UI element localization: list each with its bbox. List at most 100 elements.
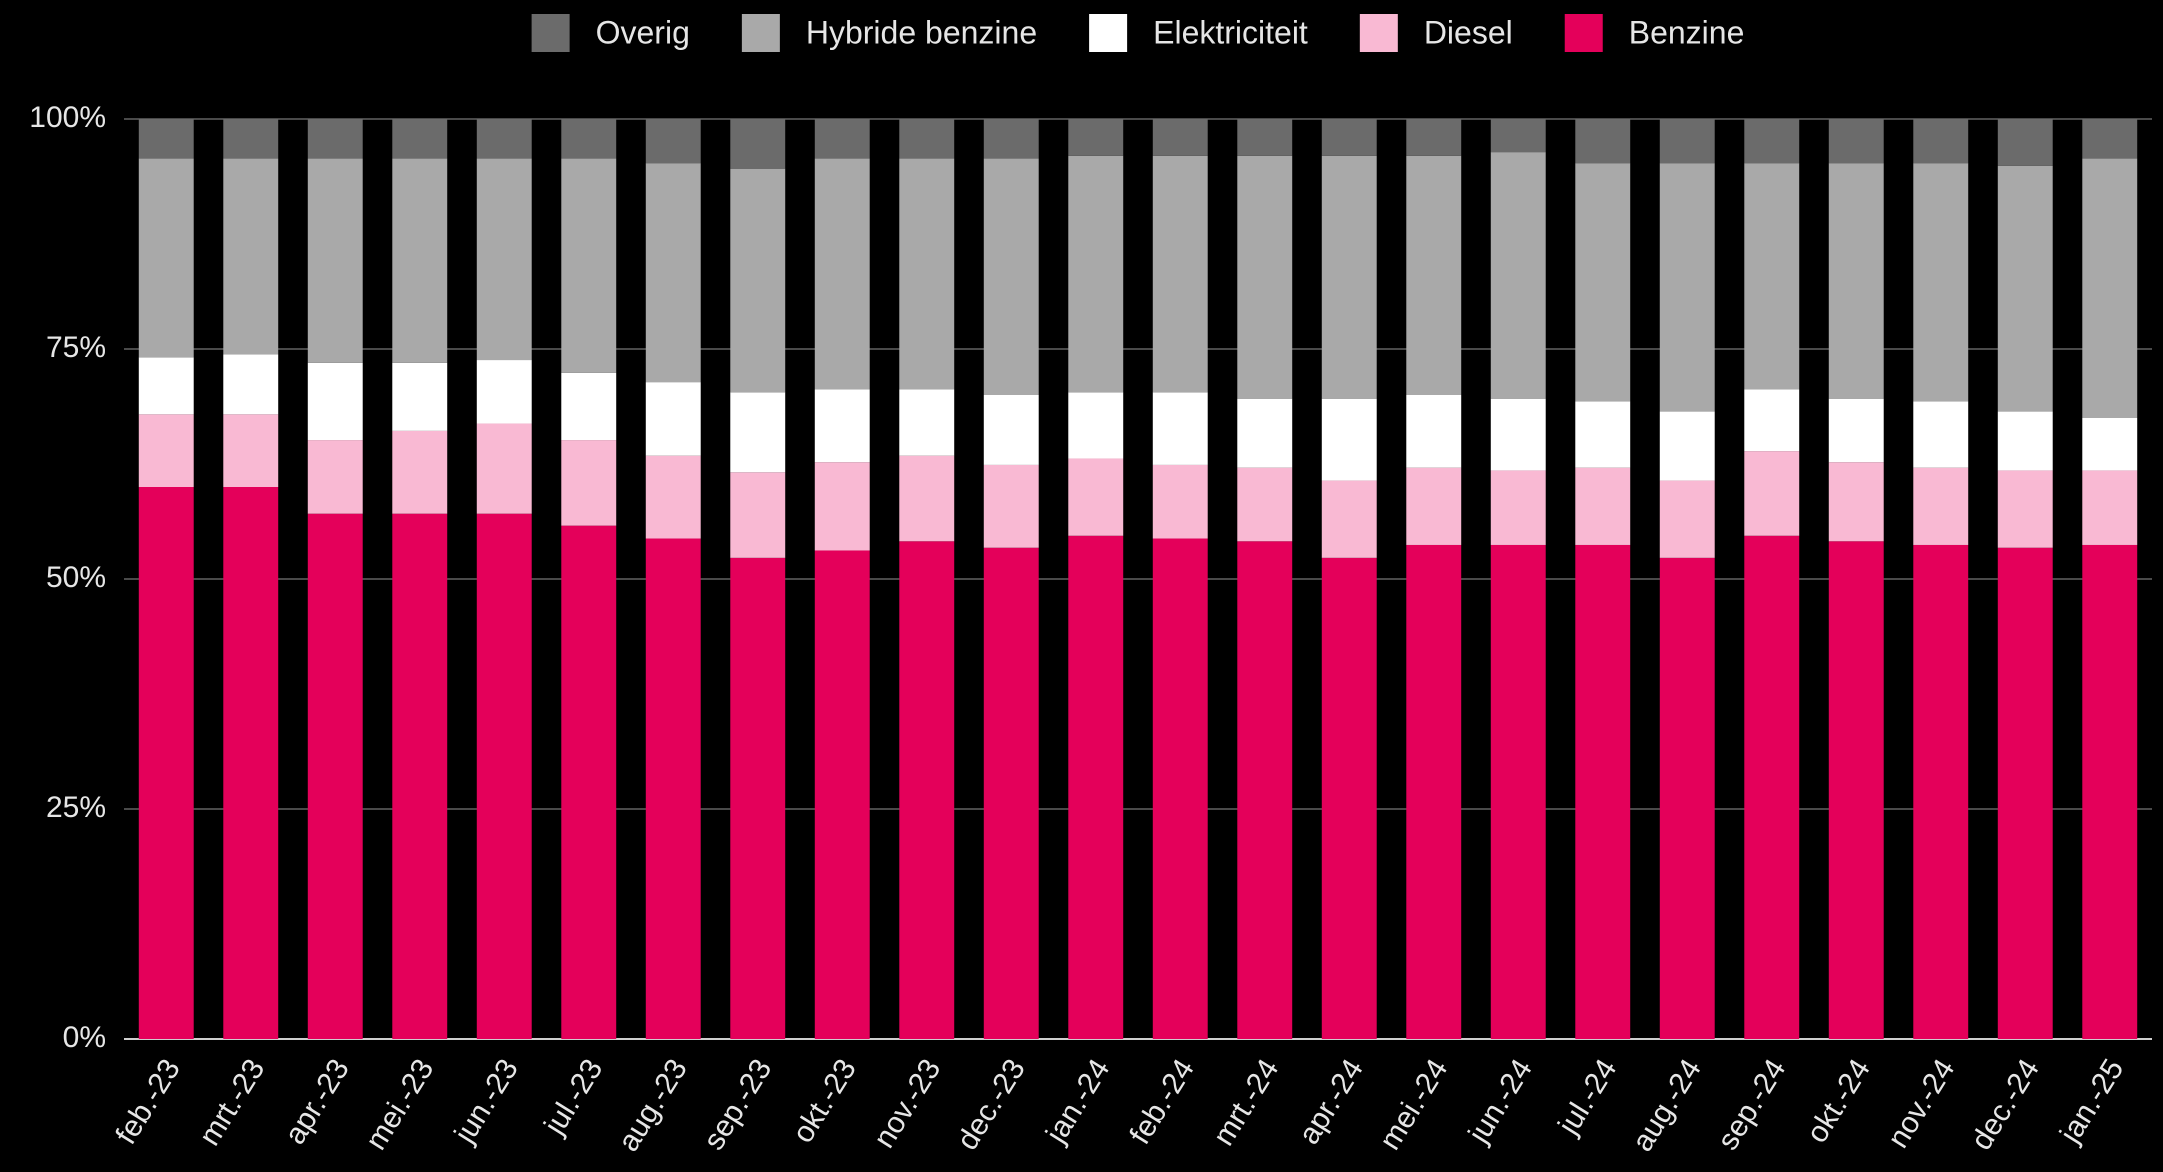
bar-segment [899,541,955,1039]
bar-segment [814,389,870,463]
bar-segment [899,455,955,542]
bar-segment [1237,155,1293,399]
bar-segment [561,440,617,526]
bar-segment [1490,544,1546,1039]
bar-segment [899,389,955,456]
bar-segment [814,550,870,1039]
bar-segment [730,392,786,473]
legend-label: Hybride benzine [806,14,1037,50]
legend-label: Elektriciteit [1153,14,1308,50]
bar-segment [1321,119,1377,156]
bar-segment [645,163,701,383]
bar-segment [1997,411,2053,471]
bar-segment [1406,467,1462,545]
bar-segment [2082,158,2138,418]
legend-swatch [741,14,780,52]
bar-segment [1659,119,1715,164]
bar-segment [1913,163,1969,402]
x-tick-label: sep.-23 [697,1053,778,1155]
bar-segment [561,119,617,159]
bar-segment [307,158,363,363]
bar-segment [2082,119,2138,159]
x-tick-label: okt.-23 [786,1053,863,1148]
bar-segment [1913,401,1969,468]
x-tick-label: nov.-23 [868,1053,948,1153]
bar-segment [392,430,448,514]
y-tick-label: 75% [46,331,106,364]
x-tick-label: aug.-24 [1626,1053,1708,1157]
x-tick-label: nov.-24 [1882,1053,1962,1153]
bar-segment [1068,155,1124,393]
bar-segment [1152,155,1208,393]
bar-segment [1659,163,1715,412]
bar-segment [1828,462,1884,542]
x-tick-label: mei.-23 [359,1053,440,1155]
bar-segment [899,119,955,159]
bar-segment [138,414,194,487]
bar-segment [223,158,279,355]
x-tick-label: jun.-24 [1462,1053,1539,1149]
bar-segment [1406,395,1462,468]
bar-segment [1406,544,1462,1039]
bar-segment [1490,152,1546,399]
bar-segment [561,372,617,441]
bar-segment [138,158,194,358]
bar-segment [2082,418,2138,471]
bar-segment [1575,163,1631,402]
bar-segment [1828,119,1884,164]
bar-segment [645,455,701,539]
bar-segment [1237,398,1293,468]
bar-segment [730,168,786,393]
bar-segment [1490,119,1546,153]
bar-segment [730,119,786,169]
bar-segment [1152,538,1208,1039]
bar-segment [1406,119,1462,156]
x-tick-label: mrt.-23 [193,1053,271,1151]
bar-segment [1237,119,1293,156]
legend-label: Diesel [1424,14,1513,50]
bar-segment [307,440,363,514]
bar-segment [223,414,279,487]
x-tick-label: jul.-24 [1552,1053,1624,1141]
bar-segment [1744,389,1800,452]
bar-segment [645,382,701,456]
bar-segment [1744,119,1800,164]
bar-segment [1237,541,1293,1039]
bar-segment [1068,392,1124,459]
x-tick-label: mrt.-24 [1207,1053,1285,1151]
bar-segment [1490,398,1546,471]
bar-segment [1490,470,1546,545]
bar-segment [476,119,532,159]
bar-segment [645,119,701,164]
legend-label: Overig [596,14,690,50]
bar-segment [2082,544,2138,1039]
bar-segment [1321,398,1377,481]
bar-segment [1575,401,1631,468]
bar-segment [1828,398,1884,463]
bar-segment [1237,467,1293,542]
legend-swatch [1089,14,1128,52]
bar-segment [1068,458,1124,536]
bar-segment [899,158,955,390]
bar-segment [1575,544,1631,1039]
bar-segment [1997,165,2053,412]
bar-segment [1828,541,1884,1039]
bar-segment [1997,547,2053,1039]
bar-segment [814,158,870,390]
bar-segment [1997,119,2053,166]
bar-segment [1575,467,1631,545]
bar-segment [1659,411,1715,481]
bar-segment [983,547,1039,1039]
y-tick-label: 50% [46,561,106,594]
bar-segment [138,357,194,415]
bar-segment [392,119,448,159]
bar-segment [561,525,617,1039]
bar-segment [730,557,786,1039]
bar-segment [307,119,363,159]
bar-segment [392,362,448,431]
legend-swatch [1564,14,1603,52]
bar-segment [476,158,532,361]
y-tick-label: 100% [29,101,106,134]
x-tick-label: apr.-23 [278,1053,355,1150]
